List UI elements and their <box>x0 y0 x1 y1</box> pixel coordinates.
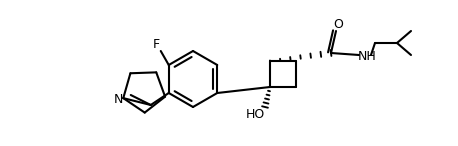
Text: HO: HO <box>245 107 265 120</box>
Text: NH: NH <box>358 51 376 64</box>
Text: F: F <box>153 39 160 52</box>
Text: O: O <box>333 19 343 32</box>
Text: N: N <box>114 93 123 106</box>
